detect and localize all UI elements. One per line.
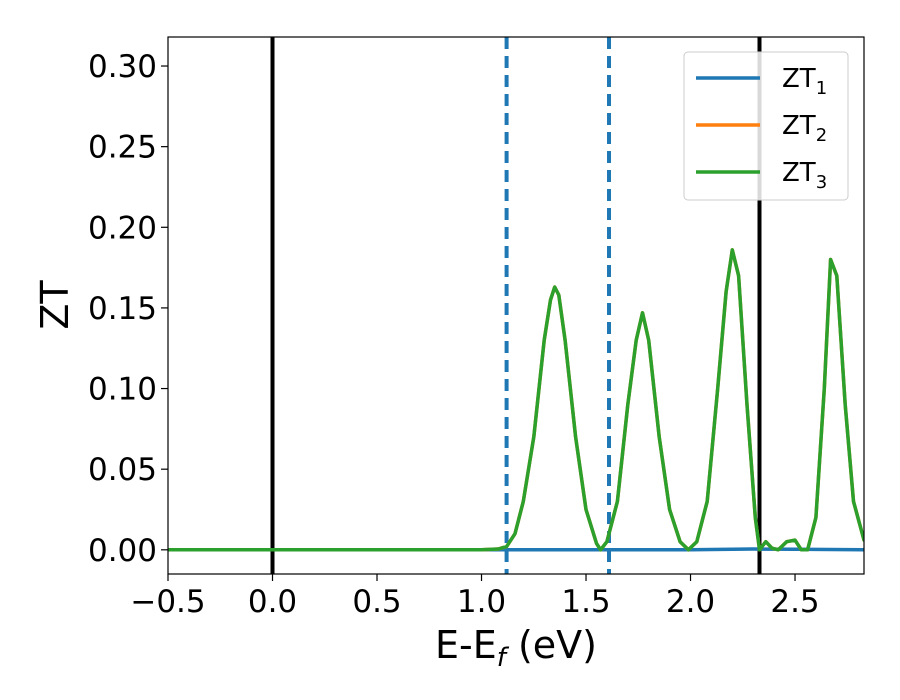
x-axis: −0.5 0.0 0.5 1.0 1.5 2.0 2.5 xyxy=(130,574,820,620)
y-tick-label: 0.00 xyxy=(88,533,157,569)
y-tick-label: 0.15 xyxy=(88,291,157,327)
x-tick-label: 1.5 xyxy=(561,584,610,620)
series-layer xyxy=(168,248,864,552)
legend-label-zt3: ZT3 xyxy=(782,158,827,193)
y-tick-label: 0.25 xyxy=(88,130,157,166)
legend-box xyxy=(683,51,849,201)
x-tick-label: 0.5 xyxy=(352,584,401,620)
y-tick-label: 0.30 xyxy=(88,49,157,85)
x-tick-label: 2.5 xyxy=(770,584,819,620)
x-tick-label: −0.5 xyxy=(130,584,205,620)
legend: ZT1 ZT2 ZT3 xyxy=(683,51,849,201)
series-line-zt3 xyxy=(168,248,864,552)
y-axis: 0.00 0.05 0.10 0.15 0.20 0.25 0.30 xyxy=(88,49,168,569)
plot-frame xyxy=(167,36,865,575)
legend-label-zt2: ZT2 xyxy=(782,111,827,146)
x-tick-label: 0.0 xyxy=(248,584,297,620)
x-axis-title: E-Ef (eV) xyxy=(435,623,597,673)
y-tick-label: 0.20 xyxy=(88,210,157,246)
y-tick-label: 0.10 xyxy=(88,372,157,408)
legend-label-zt1: ZT1 xyxy=(782,64,827,99)
y-tick-label: 0.05 xyxy=(88,452,157,488)
x-tick-label: 2.0 xyxy=(666,584,715,620)
x-tick-label: 1.0 xyxy=(457,584,506,620)
y-axis-title: ZT xyxy=(33,280,77,330)
